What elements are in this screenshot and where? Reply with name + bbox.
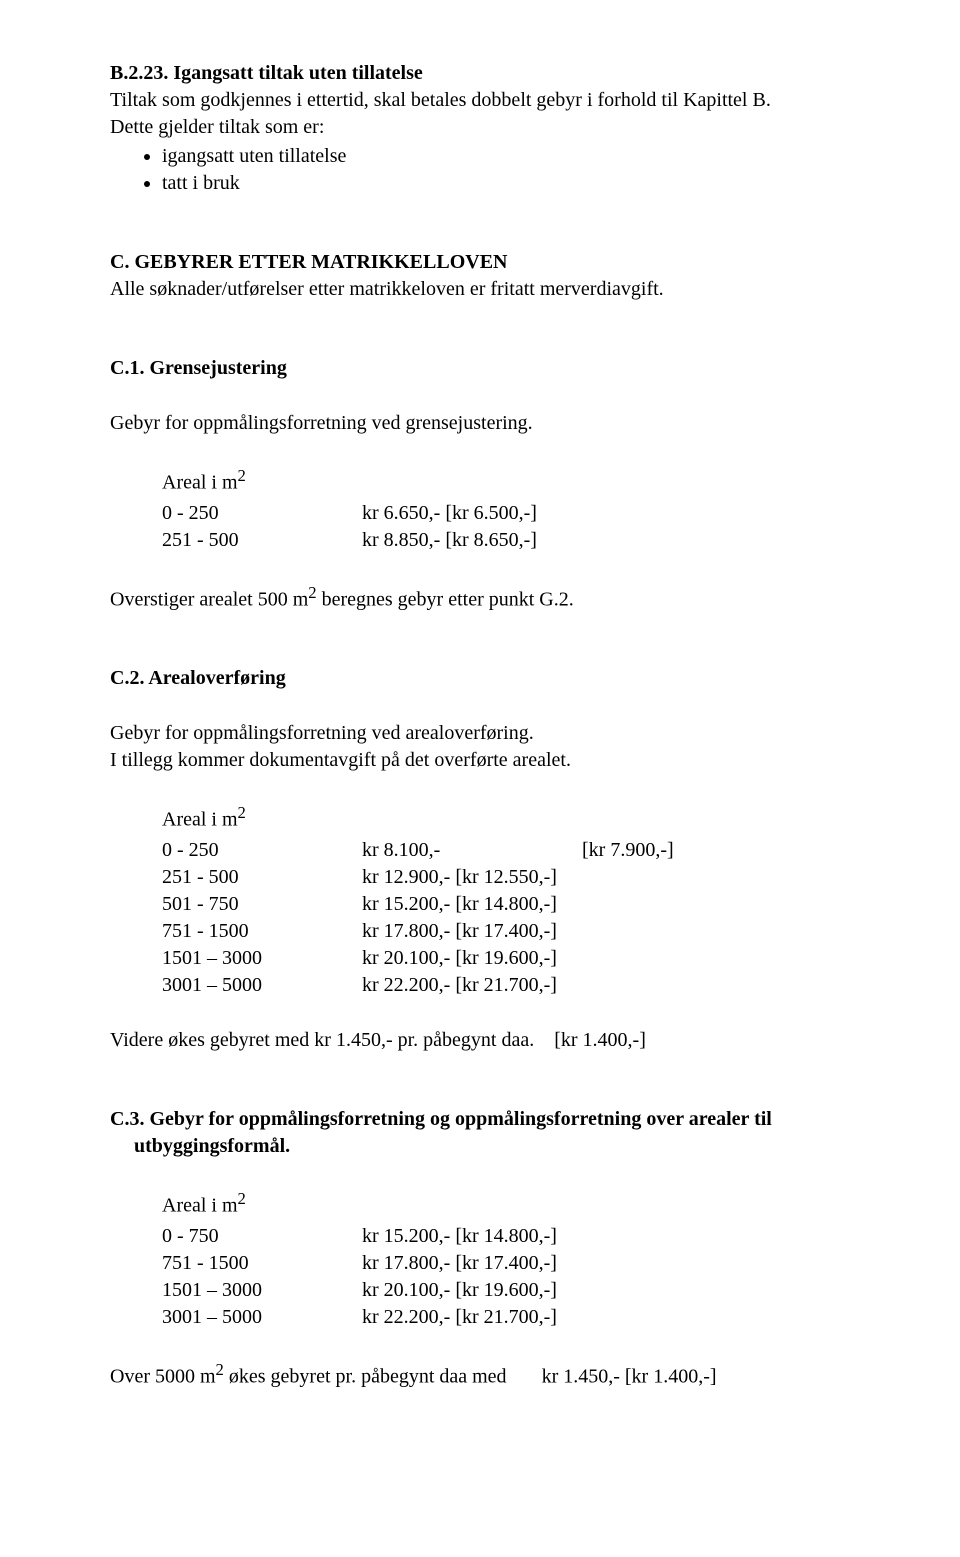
sup-2: 2	[238, 803, 246, 822]
cell-price: kr 12.900,- [kr 12.550,-]	[362, 864, 674, 891]
list-b223: igangsatt uten tillatelse tatt i bruk	[162, 143, 870, 197]
cell-range: 1501 – 3000	[162, 945, 362, 972]
footer-a: Over 5000 m	[110, 1365, 216, 1387]
sup-2: 2	[238, 466, 246, 485]
cell-price: kr 20.100,- [kr 19.600,-]	[362, 1277, 582, 1304]
table-row: 0 - 250 kr 8.100,- [kr 7.900,-]	[162, 837, 674, 864]
table-c1: 0 - 250 kr 6.650,- [kr 6.500,-] 251 - 50…	[162, 500, 582, 554]
table-row: 1501 – 3000 kr 20.100,- [kr 19.600,-]	[162, 945, 674, 972]
heading-c3: C.3. Gebyr for oppmålingsforretning og o…	[134, 1106, 870, 1160]
table-row: 751 - 1500 kr 17.800,- [kr 17.400,-]	[162, 1250, 582, 1277]
footer-b: [kr 1.400,-]	[554, 1029, 646, 1051]
table-row: 751 - 1500 kr 17.800,- [kr 17.400,-]	[162, 918, 674, 945]
text-c2-line2: I tillegg kommer dokumentavgift på det o…	[110, 747, 870, 774]
sup-2: 2	[308, 583, 316, 602]
cell-range: 751 - 1500	[162, 1250, 362, 1277]
sup-2: 2	[216, 1360, 224, 1379]
text-c1-line1: Gebyr for oppmålingsforretning ved grens…	[110, 410, 870, 437]
cell-price: kr 15.200,- [kr 14.800,-]	[362, 891, 674, 918]
cell-range: 0 - 250	[162, 837, 362, 864]
areal-text: Areal i m	[162, 1195, 238, 1217]
text-b223-line2: Dette gjelder tiltak som er:	[110, 114, 870, 141]
table-row: 251 - 500 kr 8.850,- [kr 8.650,-]	[162, 527, 582, 554]
cell-range: 0 - 750	[162, 1223, 362, 1250]
table-row: 251 - 500 kr 12.900,- [kr 12.550,-]	[162, 864, 674, 891]
table-row: 1501 – 3000 kr 20.100,- [kr 19.600,-]	[162, 1277, 582, 1304]
label-areal-c3: Areal i m2	[162, 1188, 870, 1220]
text-c2-line1: Gebyr for oppmålingsforretning ved areal…	[110, 720, 870, 747]
cell-price: kr 17.800,- [kr 17.400,-]	[362, 1250, 582, 1277]
heading-b223: B.2.23. Igangsatt tiltak uten tillatelse	[110, 60, 870, 87]
heading-c-text: C. GEBYRER ETTER MATRIKKELLOVEN	[110, 251, 507, 273]
cell-price: kr 15.200,- [kr 14.800,-]	[362, 1223, 582, 1250]
table-row: 0 - 250 kr 6.650,- [kr 6.500,-]	[162, 500, 582, 527]
table-row: 501 - 750 kr 15.200,- [kr 14.800,-]	[162, 891, 674, 918]
cell-prev: [kr 7.900,-]	[582, 837, 674, 864]
cell-price: kr 8.850,- [kr 8.650,-]	[362, 527, 582, 554]
text-c2-footer: Videre økes gebyret med kr 1.450,- pr. p…	[110, 1027, 870, 1054]
cell-range: 0 - 250	[162, 500, 362, 527]
text-c3-footer: Over 5000 m2 økes gebyret pr. påbegynt d…	[110, 1359, 870, 1391]
list-item: tatt i bruk	[162, 170, 870, 197]
cell-range: 3001 – 5000	[162, 1304, 362, 1331]
table-c3: 0 - 750 kr 15.200,- [kr 14.800,-] 751 - …	[162, 1223, 582, 1331]
table-row: 3001 – 5000 kr 22.200,- [kr 21.700,-]	[162, 1304, 582, 1331]
table-row: 3001 – 5000 kr 22.200,- [kr 21.700,-]	[162, 972, 674, 999]
list-item: igangsatt uten tillatelse	[162, 143, 870, 170]
cell-range: 501 - 750	[162, 891, 362, 918]
footer-b: økes gebyret pr. påbegynt daa med	[224, 1365, 507, 1387]
cell-range: 251 - 500	[162, 527, 362, 554]
heading-c: C. GEBYRER ETTER MATRIKKELLOVEN	[110, 249, 870, 276]
text-c-line1: Alle søknader/utførelser etter matrikkel…	[110, 276, 870, 303]
footer-a: Overstiger arealet 500 m	[110, 588, 308, 610]
footer-a: Videre økes gebyret med kr 1.450,- pr. p…	[110, 1029, 534, 1051]
cell-range: 3001 – 5000	[162, 972, 362, 999]
label-areal-c1: Areal i m2	[162, 465, 870, 497]
text-c1-footer: Overstiger arealet 500 m2 beregnes gebyr…	[110, 582, 870, 614]
sup-2: 2	[238, 1189, 246, 1208]
heading-c1: C.1. Grensejustering	[110, 355, 870, 382]
cell-price: kr 20.100,- [kr 19.600,-]	[362, 945, 674, 972]
cell-price: kr 22.200,- [kr 21.700,-]	[362, 972, 674, 999]
cell-price: kr 22.200,- [kr 21.700,-]	[362, 1304, 582, 1331]
areal-text: Areal i m	[162, 809, 238, 831]
cell-range: 1501 – 3000	[162, 1277, 362, 1304]
footer-c: kr 1.450,- [kr 1.400,-]	[542, 1365, 717, 1387]
table-c2: 0 - 250 kr 8.100,- [kr 7.900,-] 251 - 50…	[162, 837, 674, 999]
text-b223-line1: Tiltak som godkjennes i ettertid, skal b…	[110, 87, 870, 114]
cell-price: kr 8.100,-	[362, 837, 582, 864]
cell-price: kr 17.800,- [kr 17.400,-]	[362, 918, 674, 945]
areal-text: Areal i m	[162, 472, 238, 494]
table-row: 0 - 750 kr 15.200,- [kr 14.800,-]	[162, 1223, 582, 1250]
heading-c2: C.2. Arealoverføring	[110, 665, 870, 692]
cell-range: 251 - 500	[162, 864, 362, 891]
cell-price: kr 6.650,- [kr 6.500,-]	[362, 500, 582, 527]
footer-b: beregnes gebyr etter punkt G.2.	[317, 588, 574, 610]
label-areal-c2: Areal i m2	[162, 802, 870, 834]
cell-range: 751 - 1500	[162, 918, 362, 945]
